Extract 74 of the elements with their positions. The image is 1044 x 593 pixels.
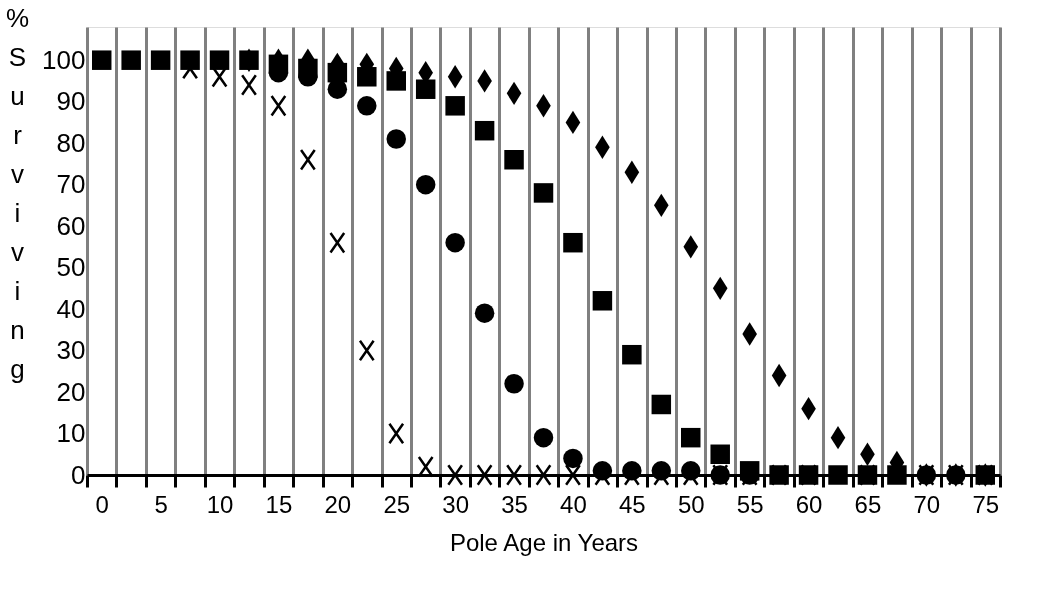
- point: [121, 50, 141, 70]
- y-tick-label: 100: [42, 44, 86, 75]
- x-tick-label: 50: [677, 490, 705, 518]
- y-tick-label: 60: [56, 210, 86, 241]
- point: [533, 427, 554, 448]
- point: [240, 74, 258, 97]
- x-tick-label: 20: [324, 490, 352, 518]
- point: [415, 174, 436, 195]
- x-tick-label: 40: [560, 490, 587, 518]
- point: [388, 422, 405, 445]
- point: [651, 394, 672, 415]
- point: [299, 148, 316, 171]
- point: [150, 50, 171, 70]
- point: [415, 79, 436, 99]
- x-tick-label: 75: [972, 490, 1000, 518]
- point: [358, 339, 375, 362]
- point: [476, 464, 493, 486]
- point: [622, 344, 642, 365]
- x-tick-label: 15: [265, 490, 293, 518]
- point: [91, 50, 112, 70]
- point: [327, 79, 348, 99]
- x-tick-label: 30: [442, 490, 469, 518]
- point: [447, 464, 464, 486]
- point: [327, 62, 348, 83]
- point: [474, 303, 495, 323]
- y-tick-label: 40: [56, 293, 86, 324]
- x-tick-label: 60: [795, 490, 823, 518]
- point: [564, 464, 582, 486]
- point: [386, 71, 406, 91]
- point: [710, 444, 730, 465]
- y-tick-label: 80: [56, 127, 86, 158]
- point: [209, 50, 230, 70]
- y-tick-label: 20: [56, 376, 86, 407]
- point: [504, 374, 524, 394]
- x-axis-title: Pole Age in Years: [449, 528, 639, 556]
- x-tick-label: 5: [154, 490, 168, 518]
- y-tick-label: 30: [56, 335, 86, 366]
- point: [504, 149, 524, 170]
- point: [623, 464, 640, 486]
- point: [563, 448, 583, 469]
- point: [682, 464, 699, 486]
- point: [592, 291, 613, 311]
- point: [445, 96, 465, 116]
- point: [594, 464, 611, 486]
- point: [505, 464, 523, 486]
- y-tick-label: 50: [56, 252, 86, 283]
- x-tick-label: 70: [913, 490, 941, 518]
- y-tick-label: 0: [71, 459, 86, 490]
- point: [357, 96, 377, 116]
- x-tick-label: 0: [95, 490, 109, 518]
- x-tick-label: 25: [383, 490, 411, 518]
- point: [887, 465, 907, 485]
- point: [474, 120, 495, 141]
- y-tick-label: 70: [56, 169, 86, 200]
- point: [386, 129, 406, 149]
- x-tick-label: 45: [619, 490, 646, 518]
- x-tick-label: 65: [854, 490, 882, 518]
- point: [445, 232, 465, 253]
- point: [681, 427, 701, 448]
- point: [357, 67, 377, 87]
- point: [270, 94, 287, 117]
- x-tick-label: 55: [736, 490, 764, 518]
- point: [533, 183, 554, 203]
- point: [653, 464, 670, 486]
- y-tick-label: 10: [56, 418, 86, 449]
- point: [828, 465, 848, 485]
- point: [563, 232, 583, 253]
- y-tick-label: 90: [56, 86, 86, 117]
- point: [535, 464, 552, 486]
- point: [417, 455, 434, 478]
- x-tick-label: 10: [206, 490, 234, 518]
- text: % Surviving: [5, 2, 30, 384]
- point: [329, 231, 346, 254]
- x-tick-label: 35: [501, 490, 528, 518]
